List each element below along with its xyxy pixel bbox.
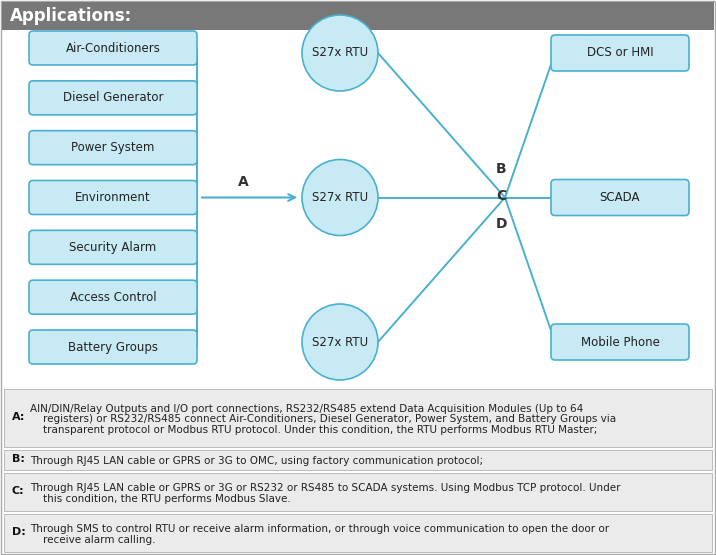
Text: registers) or RS232/RS485 connect Air-Conditioners, Diesel Generator, Power Syst: registers) or RS232/RS485 connect Air-Co… (30, 415, 616, 425)
Circle shape (302, 304, 378, 380)
Text: Security Alarm: Security Alarm (69, 241, 157, 254)
Text: B:: B: (12, 454, 25, 464)
Text: C:: C: (12, 486, 24, 496)
Text: this condition, the RTU performs Modbus Slave.: this condition, the RTU performs Modbus … (30, 493, 291, 503)
Text: Battery Groups: Battery Groups (68, 341, 158, 354)
Text: C: C (496, 189, 507, 203)
Text: B: B (496, 162, 507, 176)
Text: Mobile Phone: Mobile Phone (581, 336, 659, 349)
FancyBboxPatch shape (29, 230, 197, 264)
Text: Power System: Power System (72, 141, 155, 154)
FancyBboxPatch shape (4, 450, 712, 470)
Text: A: A (238, 175, 249, 189)
Text: Environment: Environment (75, 191, 151, 204)
FancyBboxPatch shape (29, 31, 197, 65)
Text: receive alarm calling.: receive alarm calling. (30, 534, 155, 544)
FancyBboxPatch shape (29, 180, 197, 214)
FancyBboxPatch shape (4, 389, 712, 447)
Text: D: D (495, 218, 507, 231)
Text: DCS or HMI: DCS or HMI (586, 47, 653, 59)
Text: SCADA: SCADA (600, 191, 640, 204)
FancyBboxPatch shape (551, 324, 689, 360)
Text: S27x RTU: S27x RTU (312, 191, 368, 204)
FancyBboxPatch shape (29, 330, 197, 364)
FancyBboxPatch shape (29, 130, 197, 165)
Text: Access Control: Access Control (69, 291, 156, 304)
Circle shape (302, 159, 378, 235)
Text: Diesel Generator: Diesel Generator (63, 92, 163, 104)
FancyBboxPatch shape (2, 2, 714, 30)
Circle shape (302, 15, 378, 91)
Text: S27x RTU: S27x RTU (312, 47, 368, 59)
Text: S27x RTU: S27x RTU (312, 336, 368, 349)
FancyBboxPatch shape (4, 514, 712, 552)
FancyBboxPatch shape (4, 473, 712, 511)
FancyBboxPatch shape (29, 81, 197, 115)
Text: AIN/DIN/Relay Outputs and I/O port connections, RS232/RS485 extend Data Acquisit: AIN/DIN/Relay Outputs and I/O port conne… (30, 405, 584, 415)
Text: Air-Conditioners: Air-Conditioners (66, 42, 160, 54)
FancyBboxPatch shape (551, 35, 689, 71)
Text: Through RJ45 LAN cable or GPRS or 3G to OMC, using factory communication protoco: Through RJ45 LAN cable or GPRS or 3G to … (30, 456, 483, 466)
Text: A:: A: (12, 412, 25, 422)
Text: Through RJ45 LAN cable or GPRS or 3G or RS232 or RS485 to SCADA systems. Using M: Through RJ45 LAN cable or GPRS or 3G or … (30, 483, 621, 493)
Text: D:: D: (12, 527, 26, 537)
FancyBboxPatch shape (551, 179, 689, 215)
FancyBboxPatch shape (29, 280, 197, 314)
Text: Through SMS to control RTU or receive alarm information, or through voice commun: Through SMS to control RTU or receive al… (30, 524, 609, 534)
Text: transparent protocol or Modbus RTU protocol. Under this condition, the RTU perfo: transparent protocol or Modbus RTU proto… (30, 425, 597, 435)
Text: Applications:: Applications: (10, 7, 132, 25)
